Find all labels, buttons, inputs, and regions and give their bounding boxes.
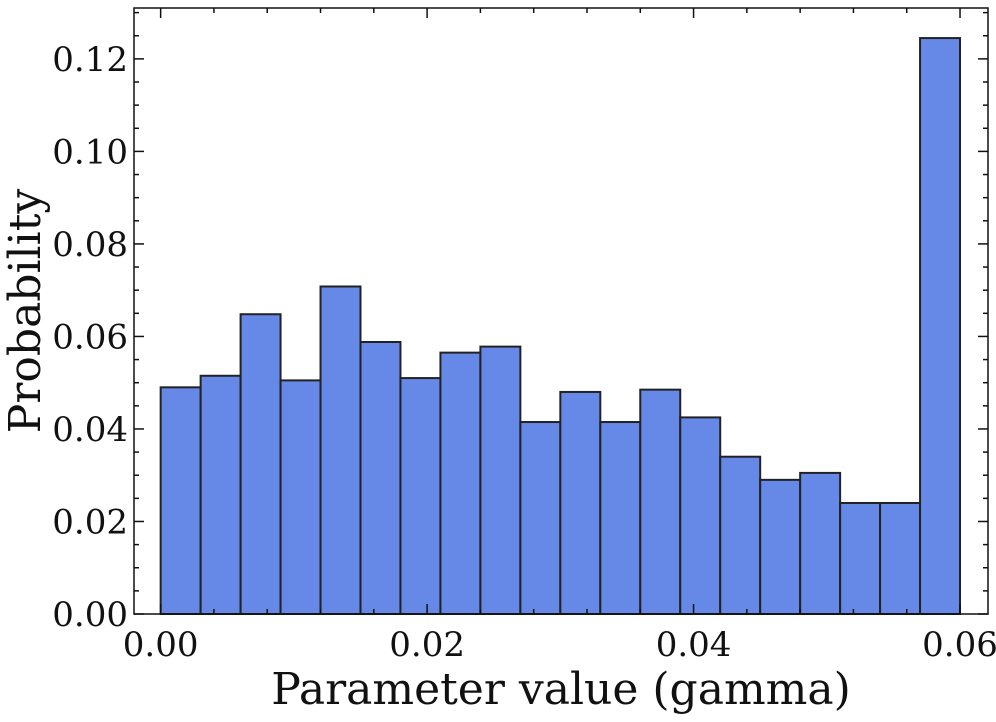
y-tick-label: 0.10 [52,132,128,172]
ticks-group [134,8,988,615]
histogram-bar [199,374,242,616]
histogram-bar [839,501,882,616]
histogram-bar [599,421,642,615]
plot-frame [133,7,989,615]
histogram-bar [719,455,762,615]
histogram-bar [239,313,282,615]
y-tick-label: 0.06 [52,317,128,357]
histogram-bar [479,345,522,615]
histogram-bar [279,379,322,615]
x-tick-labels: 0.00 0.02 0.04 0.06 [123,625,996,665]
x-tick-label: 0.04 [656,625,732,665]
histogram-bar [319,285,362,615]
x-tick-label: 0.06 [922,625,996,665]
y-axis-label: Probability [0,189,51,434]
histogram-bar [879,501,922,616]
histogram-bar [439,351,482,615]
histogram-bar [639,388,682,616]
histogram-bar [559,390,602,615]
histogram-bar [679,416,722,615]
y-tick-label: 0.12 [52,40,128,80]
x-tick-label: 0.00 [123,625,199,665]
histogram-bar [519,421,562,615]
histogram-bar [159,386,202,615]
histogram-bar [919,37,962,615]
x-tick-label: 0.02 [389,625,465,665]
y-tick-label: 0.08 [52,225,128,265]
x-axis-label: Parameter value (gamma) [271,664,851,715]
bars-group [159,37,962,616]
histogram-bar [359,340,402,615]
y-tick-label: 0.00 [52,595,128,635]
histogram-bar [799,471,842,615]
histogram-bar [759,478,802,615]
y-tick-label: 0.04 [52,410,128,450]
histogram-bar [399,377,442,615]
y-tick-labels: 0.00 0.02 0.04 0.06 0.08 0.10 0.12 [52,40,128,635]
y-tick-label: 0.02 [52,502,128,542]
